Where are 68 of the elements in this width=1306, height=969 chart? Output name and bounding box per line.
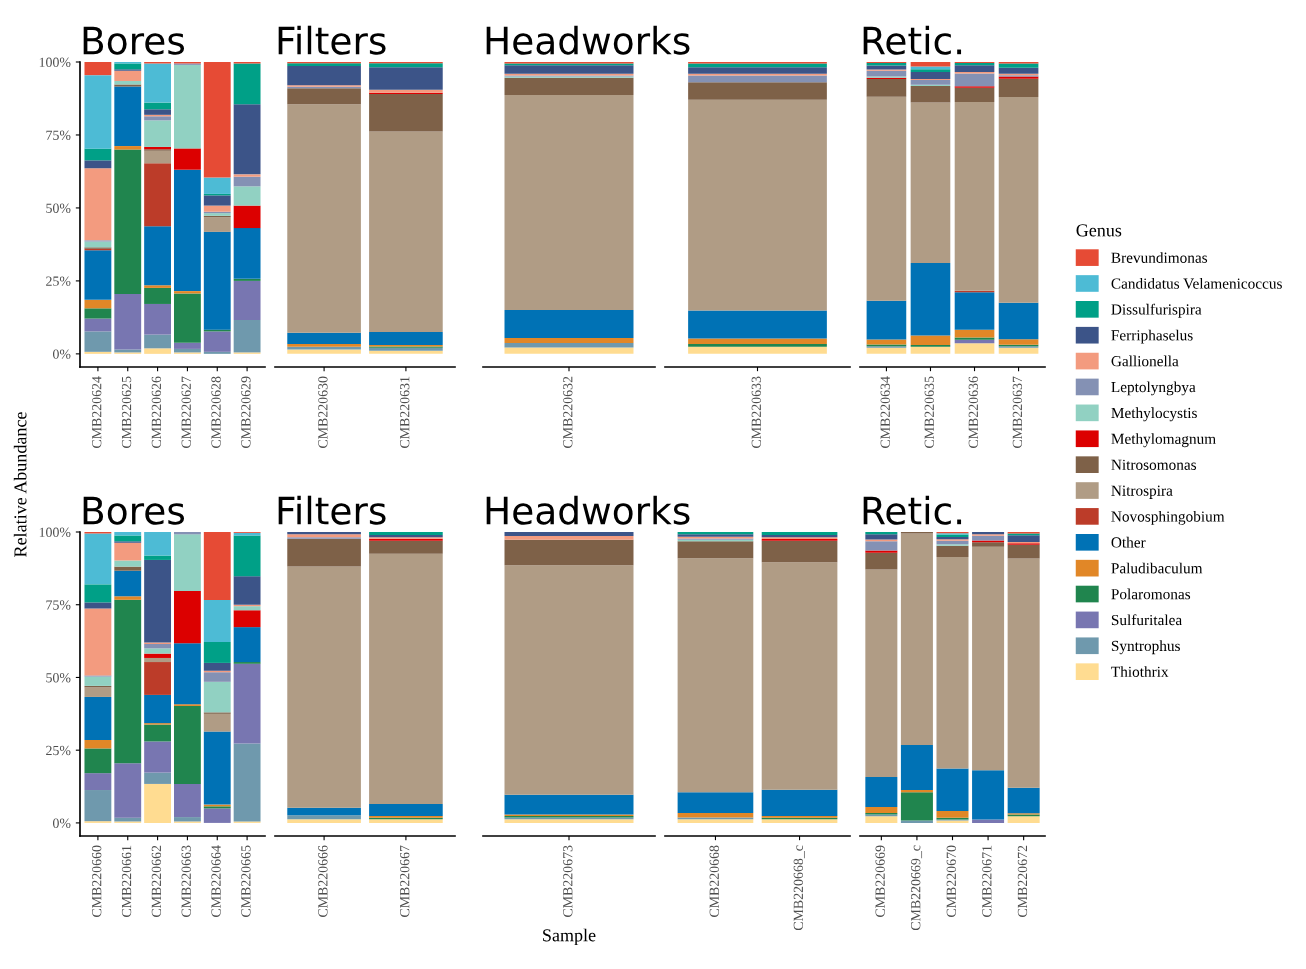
y-tick-label: 75% [46,130,71,140]
x-tick-label: CMB220663 [181,845,191,917]
y-tick-label: 25% [46,276,71,286]
x-tick-label: CMB220668 [709,845,719,917]
legend-label: Candidatus Velamenicoccus [1111,278,1282,289]
x-tick-label: CMB220662 [151,845,162,917]
legend-label: Other [1111,536,1146,548]
x-tick-label: CMB220625 [121,376,132,448]
x-axis-title: Sample [543,928,596,946]
x-tick-label: CMB220669_c [911,845,923,931]
legend-label: Sulfuritalea [1111,614,1182,626]
x-tick-label: CMB220633 [751,376,761,448]
x-tick-label: CMB220673 [563,845,573,917]
legend-label: Thiothrix [1111,666,1169,677]
legend-label: Methylomagnum [1111,433,1216,448]
x-tick-label: CMB220668_c [793,845,805,931]
x-tick-label: CMB220627 [181,376,191,448]
y-tick-label: 25% [46,745,71,756]
chart-title: Retic. [863,25,962,55]
x-tick-label: CMB220671 [982,845,992,917]
y-tick-label: 50% [46,673,71,683]
chart-title: Filters [278,495,386,525]
x-tick-label: CMB220626 [151,376,162,448]
legend-title: Genus [1076,224,1122,237]
x-tick-label: CMB220635 [924,376,934,448]
x-tick-label: CMB220624 [92,376,102,448]
chart-title: Filters [278,25,386,55]
legend-label: Nitrosomonas [1111,459,1197,470]
legend-label: Paludibaculum [1111,562,1203,574]
x-tick-label: CMB220628 [211,376,221,448]
chart-title: Headworks [486,495,690,525]
x-tick-label: CMB220667 [400,845,410,917]
y-axis-title: Relative Abundance [13,412,27,557]
x-tick-label: CMB220661 [121,845,132,917]
chart-title: Bores [83,26,185,55]
legend-label: Ferriphaselus [1111,329,1193,344]
legend-label: Leptolyngbya [1111,381,1196,396]
legend-label: Novosphingobium [1111,510,1225,525]
x-tick-label: CMB220666 [318,845,328,917]
x-tick-label: CMB220636 [968,376,978,448]
chart-title: Headworks [486,25,690,55]
x-tick-label: CMB220669 [875,845,885,917]
y-tick-label: 100% [39,527,71,537]
x-tick-label: CMB220630 [318,376,328,448]
legend-label: Syntrophus [1111,640,1180,655]
chart-title: Retic. [863,495,962,525]
legend-label: Polaromonas [1111,588,1191,600]
y-tick-label: 100% [39,57,71,67]
chart-title: Bores [83,496,185,525]
legend-label: Nitrospira [1111,485,1173,499]
x-tick-label: CMB220672 [1017,845,1028,917]
x-tick-label: CMB220665 [241,845,251,917]
legend-label: Brevundimonas [1111,252,1208,263]
x-tick-label: CMB220629 [241,376,251,448]
legend-label: Gallionella [1111,355,1179,367]
x-tick-label: CMB220632 [563,376,573,448]
x-tick-label: CMB220670 [946,845,956,917]
legend-label: Methylocystis [1111,407,1197,422]
x-tick-label: CMB220631 [400,376,410,448]
legend-label: Dissulfurispira [1111,303,1202,318]
y-tick-label: 0% [52,818,71,828]
x-tick-label: CMB220664 [211,845,221,917]
y-tick-label: 50% [46,203,71,213]
y-tick-label: 0% [52,349,71,359]
x-tick-label: CMB220637 [1012,376,1023,448]
y-tick-label: 75% [46,600,71,610]
x-tick-label: CMB220634 [880,376,890,448]
x-tick-label: CMB220660 [92,845,102,917]
